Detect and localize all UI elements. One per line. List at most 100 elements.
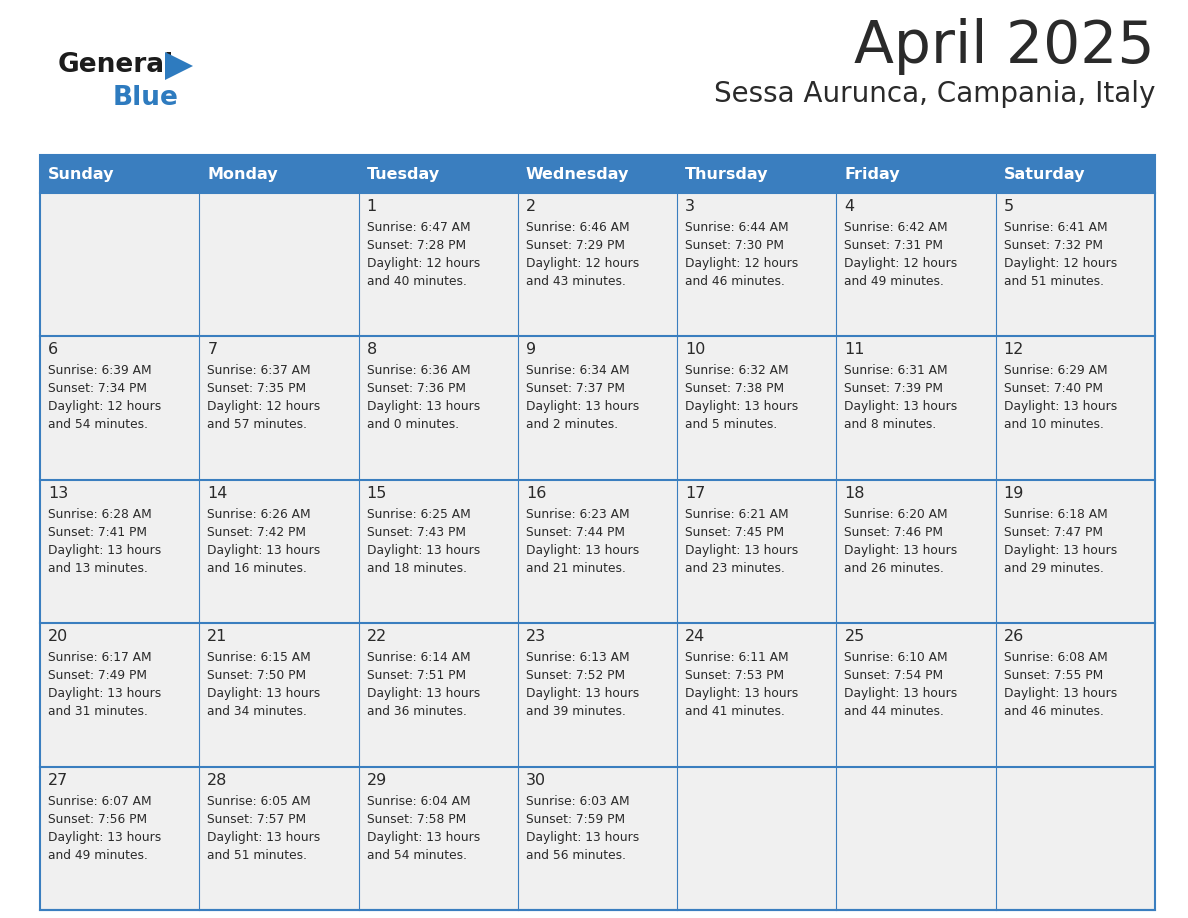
Text: 2: 2 <box>526 199 536 214</box>
Text: Daylight: 13 hours: Daylight: 13 hours <box>1004 400 1117 413</box>
Text: Sunrise: 6:29 AM: Sunrise: 6:29 AM <box>1004 364 1107 377</box>
Text: and 8 minutes.: and 8 minutes. <box>845 419 936 431</box>
Text: 3: 3 <box>685 199 695 214</box>
Text: 14: 14 <box>207 486 228 501</box>
Text: 11: 11 <box>845 342 865 357</box>
Text: Sunset: 7:31 PM: Sunset: 7:31 PM <box>845 239 943 252</box>
Text: Sunset: 7:35 PM: Sunset: 7:35 PM <box>207 383 307 396</box>
Text: Sunset: 7:30 PM: Sunset: 7:30 PM <box>685 239 784 252</box>
Text: 19: 19 <box>1004 486 1024 501</box>
Text: Sunset: 7:49 PM: Sunset: 7:49 PM <box>48 669 147 682</box>
Text: and 41 minutes.: and 41 minutes. <box>685 705 785 718</box>
Text: and 18 minutes.: and 18 minutes. <box>367 562 467 575</box>
Text: and 10 minutes.: and 10 minutes. <box>1004 419 1104 431</box>
Text: Sunset: 7:37 PM: Sunset: 7:37 PM <box>526 383 625 396</box>
Text: 7: 7 <box>207 342 217 357</box>
Text: 4: 4 <box>845 199 854 214</box>
Text: Sunrise: 6:42 AM: Sunrise: 6:42 AM <box>845 221 948 234</box>
Bar <box>40 155 1155 910</box>
Text: and 26 minutes.: and 26 minutes. <box>845 562 944 575</box>
Text: Sunrise: 6:46 AM: Sunrise: 6:46 AM <box>526 221 630 234</box>
Text: Daylight: 12 hours: Daylight: 12 hours <box>685 257 798 270</box>
Text: Wednesday: Wednesday <box>526 166 630 182</box>
Text: Daylight: 13 hours: Daylight: 13 hours <box>845 400 958 413</box>
Text: Daylight: 12 hours: Daylight: 12 hours <box>845 257 958 270</box>
Text: Daylight: 13 hours: Daylight: 13 hours <box>367 688 480 700</box>
Text: 10: 10 <box>685 342 706 357</box>
Text: and 54 minutes.: and 54 minutes. <box>367 848 467 862</box>
Text: and 54 minutes.: and 54 minutes. <box>48 419 148 431</box>
Text: Sunrise: 6:04 AM: Sunrise: 6:04 AM <box>367 795 470 808</box>
Text: Sunrise: 6:32 AM: Sunrise: 6:32 AM <box>685 364 789 377</box>
Text: Sunrise: 6:08 AM: Sunrise: 6:08 AM <box>1004 651 1107 665</box>
Text: Daylight: 13 hours: Daylight: 13 hours <box>845 543 958 557</box>
Text: Daylight: 13 hours: Daylight: 13 hours <box>207 831 321 844</box>
Text: and 43 minutes.: and 43 minutes. <box>526 275 626 288</box>
Text: Sunset: 7:43 PM: Sunset: 7:43 PM <box>367 526 466 539</box>
Text: Sunset: 7:52 PM: Sunset: 7:52 PM <box>526 669 625 682</box>
Text: 23: 23 <box>526 629 546 644</box>
Text: Sunrise: 6:28 AM: Sunrise: 6:28 AM <box>48 508 152 521</box>
Text: Daylight: 13 hours: Daylight: 13 hours <box>367 543 480 557</box>
Text: and 2 minutes.: and 2 minutes. <box>526 419 618 431</box>
Text: General: General <box>58 52 175 78</box>
Text: and 5 minutes.: and 5 minutes. <box>685 419 777 431</box>
Text: Daylight: 13 hours: Daylight: 13 hours <box>685 543 798 557</box>
Text: Sunset: 7:28 PM: Sunset: 7:28 PM <box>367 239 466 252</box>
Text: and 34 minutes.: and 34 minutes. <box>207 705 308 718</box>
Text: Sunrise: 6:17 AM: Sunrise: 6:17 AM <box>48 651 152 665</box>
Text: 25: 25 <box>845 629 865 644</box>
Bar <box>40 623 1155 767</box>
Text: 16: 16 <box>526 486 546 501</box>
Text: Sunset: 7:53 PM: Sunset: 7:53 PM <box>685 669 784 682</box>
Text: Tuesday: Tuesday <box>367 166 440 182</box>
Text: and 23 minutes.: and 23 minutes. <box>685 562 785 575</box>
Text: and 49 minutes.: and 49 minutes. <box>845 275 944 288</box>
Text: 1: 1 <box>367 199 377 214</box>
Text: and 36 minutes.: and 36 minutes. <box>367 705 467 718</box>
Text: Daylight: 13 hours: Daylight: 13 hours <box>48 831 162 844</box>
Bar <box>40 336 1155 480</box>
Text: 29: 29 <box>367 773 387 788</box>
Text: Daylight: 12 hours: Daylight: 12 hours <box>526 257 639 270</box>
Text: 27: 27 <box>48 773 68 788</box>
Text: Sunrise: 6:10 AM: Sunrise: 6:10 AM <box>845 651 948 665</box>
Text: Sessa Aurunca, Campania, Italy: Sessa Aurunca, Campania, Italy <box>714 80 1155 108</box>
Text: Sunrise: 6:11 AM: Sunrise: 6:11 AM <box>685 651 789 665</box>
Text: Daylight: 13 hours: Daylight: 13 hours <box>1004 688 1117 700</box>
Text: 5: 5 <box>1004 199 1013 214</box>
Text: Daylight: 13 hours: Daylight: 13 hours <box>526 688 639 700</box>
Text: 28: 28 <box>207 773 228 788</box>
Text: Sunset: 7:38 PM: Sunset: 7:38 PM <box>685 383 784 396</box>
Text: and 51 minutes.: and 51 minutes. <box>1004 275 1104 288</box>
Text: Sunrise: 6:26 AM: Sunrise: 6:26 AM <box>207 508 311 521</box>
Text: Sunrise: 6:25 AM: Sunrise: 6:25 AM <box>367 508 470 521</box>
Text: Sunset: 7:39 PM: Sunset: 7:39 PM <box>845 383 943 396</box>
Text: Blue: Blue <box>113 85 179 111</box>
Text: Daylight: 13 hours: Daylight: 13 hours <box>526 831 639 844</box>
Text: Daylight: 13 hours: Daylight: 13 hours <box>685 688 798 700</box>
Text: Daylight: 13 hours: Daylight: 13 hours <box>526 400 639 413</box>
Bar <box>40 155 1155 193</box>
Text: and 31 minutes.: and 31 minutes. <box>48 705 147 718</box>
Text: Sunrise: 6:37 AM: Sunrise: 6:37 AM <box>207 364 311 377</box>
Text: Sunrise: 6:23 AM: Sunrise: 6:23 AM <box>526 508 630 521</box>
Text: Daylight: 13 hours: Daylight: 13 hours <box>207 688 321 700</box>
Text: Sunrise: 6:07 AM: Sunrise: 6:07 AM <box>48 795 152 808</box>
Polygon shape <box>165 52 192 80</box>
Text: Sunset: 7:29 PM: Sunset: 7:29 PM <box>526 239 625 252</box>
Text: Sunset: 7:59 PM: Sunset: 7:59 PM <box>526 812 625 825</box>
Text: Daylight: 13 hours: Daylight: 13 hours <box>1004 543 1117 557</box>
Text: Sunrise: 6:41 AM: Sunrise: 6:41 AM <box>1004 221 1107 234</box>
Text: Daylight: 12 hours: Daylight: 12 hours <box>367 257 480 270</box>
Text: Sunset: 7:32 PM: Sunset: 7:32 PM <box>1004 239 1102 252</box>
Text: 21: 21 <box>207 629 228 644</box>
Text: 12: 12 <box>1004 342 1024 357</box>
Text: Daylight: 12 hours: Daylight: 12 hours <box>207 400 321 413</box>
Text: and 13 minutes.: and 13 minutes. <box>48 562 147 575</box>
Text: Sunset: 7:51 PM: Sunset: 7:51 PM <box>367 669 466 682</box>
Bar <box>40 480 1155 623</box>
Text: Sunrise: 6:20 AM: Sunrise: 6:20 AM <box>845 508 948 521</box>
Text: Sunset: 7:42 PM: Sunset: 7:42 PM <box>207 526 307 539</box>
Text: April 2025: April 2025 <box>854 18 1155 75</box>
